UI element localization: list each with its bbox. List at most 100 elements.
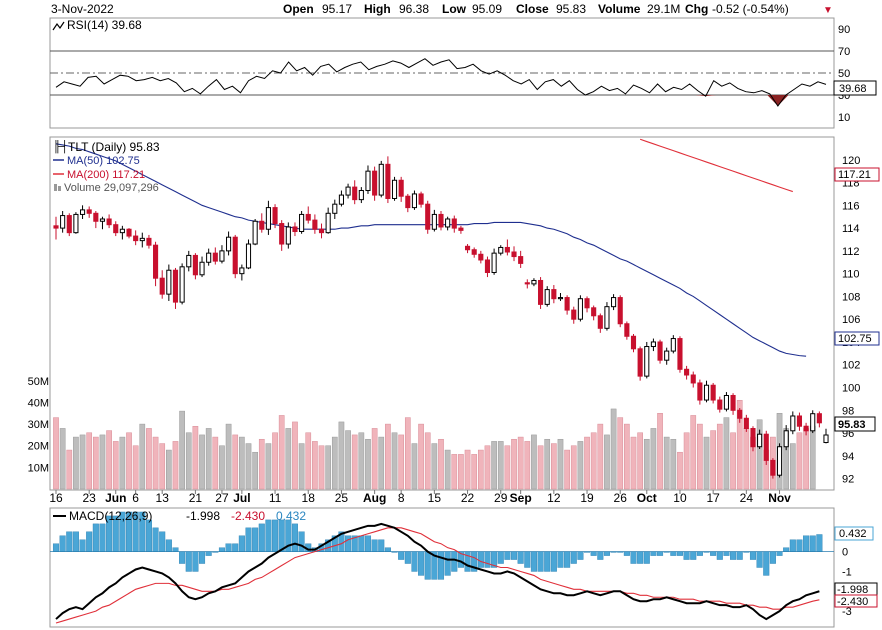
rsi-last-label-text: 39.68 xyxy=(839,83,867,95)
candle-body xyxy=(159,277,165,295)
x-tick-label: 16 xyxy=(49,491,63,505)
candle-body xyxy=(126,228,132,237)
x-tick-label: Sep xyxy=(510,491,532,505)
macd-histogram xyxy=(50,511,834,580)
header-close-value: 95.83 xyxy=(556,2,586,16)
x-tick-label: 29 xyxy=(494,491,508,505)
candle-body xyxy=(591,307,597,317)
volume-bar xyxy=(166,449,172,490)
volume-bar xyxy=(584,436,590,490)
x-tick-label: 17 xyxy=(706,491,720,505)
candle-body xyxy=(657,341,663,361)
header-high-value: 96.38 xyxy=(399,2,429,16)
price-y-tick-label: 112 xyxy=(842,246,860,258)
volume-bar xyxy=(86,432,93,490)
ma50-last-label-box xyxy=(834,331,880,346)
candle-body xyxy=(823,434,829,444)
candle-body xyxy=(684,368,690,376)
macd-hist-bar xyxy=(384,547,391,552)
macd-hist-bar xyxy=(630,551,637,564)
price-y-tick-label: 114 xyxy=(842,223,860,235)
volume-bar xyxy=(179,410,185,490)
x-tick-label: 15 xyxy=(428,491,442,505)
volume-bar xyxy=(404,417,411,490)
macd-line xyxy=(55,522,820,621)
volume-bar xyxy=(730,432,736,490)
macd-hist-bar xyxy=(776,551,783,556)
macd-hist-bar xyxy=(816,534,823,552)
volume-y-tick-label: 10M xyxy=(28,462,49,474)
volume-bar xyxy=(371,428,378,490)
chart-header: 3-Nov-2022 Open 95.17 High 96.38 Low 95.… xyxy=(51,2,833,16)
x-tick-label: 18 xyxy=(302,491,316,505)
candle-body xyxy=(650,341,656,348)
ma200-last-label-text: 117.21 xyxy=(838,169,871,181)
candle-body xyxy=(630,335,637,350)
candle-body xyxy=(338,194,344,205)
x-tick-label: 12 xyxy=(547,491,561,505)
macd-hist-bar xyxy=(530,551,537,572)
price-y-tick-label: 106 xyxy=(842,314,860,326)
rsi-last-label: 39.68 xyxy=(833,80,877,96)
volume-bar xyxy=(743,428,750,490)
ma200-legend-text: MA(200) 117.21 xyxy=(67,169,145,181)
volume-bar xyxy=(126,432,132,490)
volume-bar xyxy=(53,417,59,490)
candle-body xyxy=(53,225,59,229)
candle-body xyxy=(717,399,723,410)
macd-hist-bar xyxy=(650,551,657,556)
candle-body xyxy=(504,246,510,253)
x-tick-label: 22 xyxy=(461,491,475,505)
volume-bar xyxy=(146,428,152,490)
volume-y-tick-label: 50M xyxy=(28,376,49,388)
volume-bar xyxy=(637,432,643,490)
macd-legend-macd: -1.998 xyxy=(186,509,220,523)
signal-last-label-box xyxy=(834,594,878,608)
macd-hist-bar xyxy=(232,543,239,552)
volume-bar xyxy=(497,441,504,490)
macd-legend-hist: 0.432 xyxy=(276,509,306,523)
volume-bar xyxy=(670,438,677,490)
candle-body xyxy=(305,213,311,221)
close-last-label-text: 95.83 xyxy=(838,419,866,431)
candle-body xyxy=(133,235,139,242)
candle-body xyxy=(604,306,610,329)
volume-bar xyxy=(278,415,285,490)
candle-body xyxy=(93,212,99,222)
x-tick-label: 27 xyxy=(215,491,229,505)
candle-body xyxy=(697,382,703,401)
macd-hist-bar xyxy=(345,535,352,552)
candle-body xyxy=(577,298,583,320)
volume-bar xyxy=(604,434,610,490)
ma50-legend-text: MA(50) 102.75 xyxy=(67,155,140,167)
volume-bar xyxy=(305,432,312,490)
header-low-label: Low xyxy=(442,2,467,16)
candle-body xyxy=(212,252,218,262)
macd-hist-bar xyxy=(537,551,544,572)
candle-body xyxy=(557,297,564,300)
volume-bar xyxy=(172,441,179,490)
header-open-label: Open xyxy=(283,2,314,16)
x-tick-label: Aug xyxy=(363,491,386,505)
candle-body xyxy=(750,428,756,448)
candle-body xyxy=(425,203,431,230)
volume-bar xyxy=(789,443,796,490)
candle-body xyxy=(292,226,298,233)
rsi-y-tick-label: 50 xyxy=(838,68,850,80)
volume-legend-swatch-2 xyxy=(58,186,61,191)
volume-bar xyxy=(723,417,730,490)
x-tick-label: 13 xyxy=(156,491,170,505)
candle-body xyxy=(524,282,530,285)
volume-bar xyxy=(245,443,252,490)
macd-hist-last-label: 0.432 xyxy=(834,526,874,541)
ma200-line xyxy=(639,138,793,193)
volume-bar xyxy=(438,438,444,490)
candle-body xyxy=(352,186,358,201)
header-close-label: Close xyxy=(516,2,549,16)
macd-hist-bar xyxy=(364,535,372,552)
macd-hist-bar xyxy=(378,539,385,552)
candle-body xyxy=(146,237,152,246)
candle-body xyxy=(464,245,471,251)
macd-hist-bar xyxy=(504,551,511,560)
